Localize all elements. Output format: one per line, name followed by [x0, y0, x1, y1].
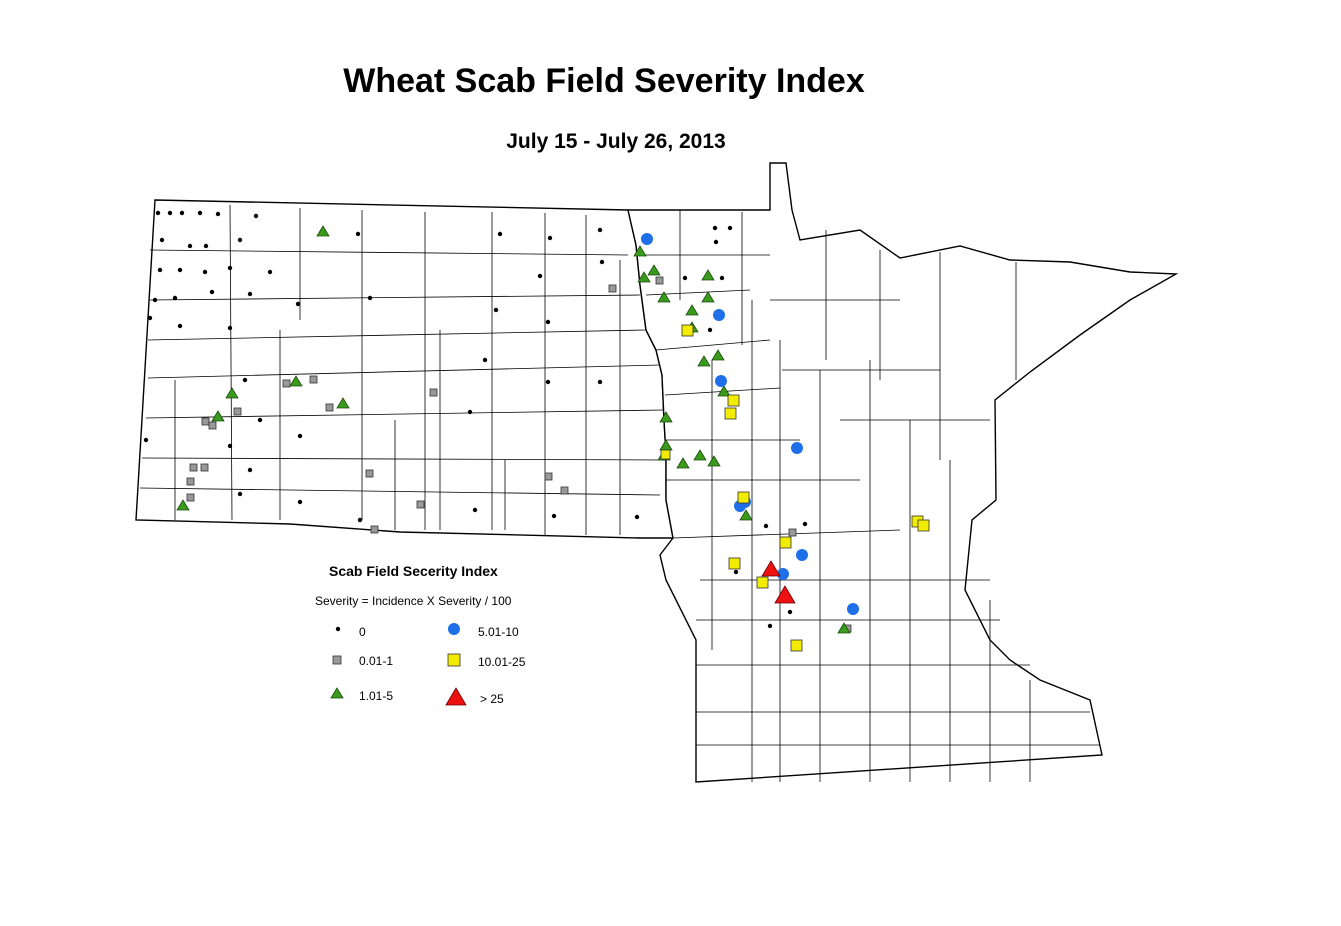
map-subtitle: July 15 - July 26, 2013 [506, 130, 726, 153]
minnesota-outline [627, 162, 1179, 783]
legend-title: Scab Field Secerity Index [329, 563, 498, 579]
legend-label-1: 0.01-1 [359, 654, 394, 668]
extreme-severity-triangles [761, 560, 796, 604]
legend-label-2: 1.01-5 [359, 689, 394, 703]
county-boundaries [139, 204, 1100, 782]
moderate-severity-triangles [176, 225, 851, 634]
legend-label-5: > 25 [480, 692, 504, 706]
legend-label-4: 10.01-25 [478, 655, 526, 669]
legend-label-3: 5.01-10 [478, 625, 519, 639]
zero-severity-dots [143, 210, 808, 629]
legend-label-0: 0 [359, 625, 366, 639]
legend-symbols [330, 623, 467, 706]
very-high-severity-squares [660, 324, 930, 652]
map-title: Wheat Scab Field Severity Index [343, 62, 865, 100]
legend-formula: Severity = Incidence X Severity / 100 [315, 594, 512, 608]
